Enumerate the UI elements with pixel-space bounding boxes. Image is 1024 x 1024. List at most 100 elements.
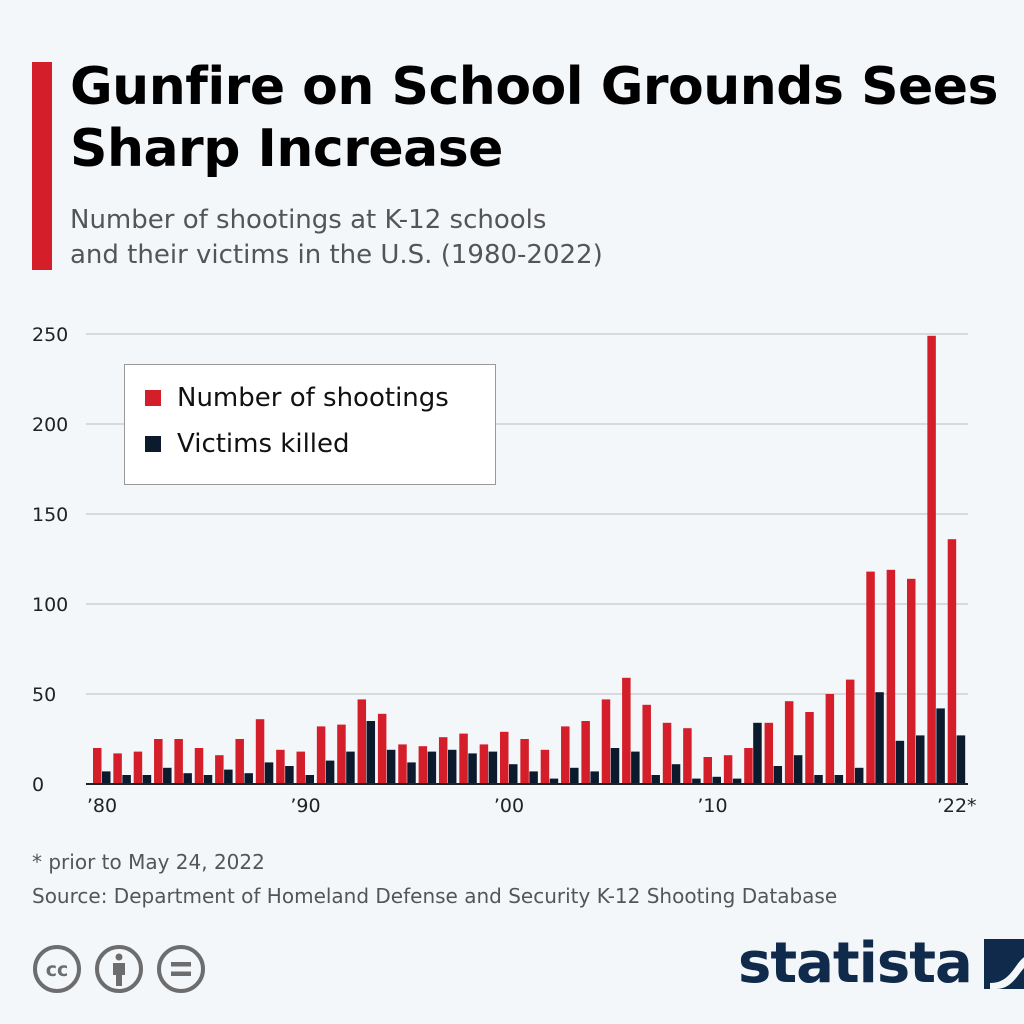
bar-shootings: [805, 712, 814, 784]
bar-shootings: [825, 694, 835, 784]
bar-shootings: [662, 722, 672, 784]
bar-shootings: [337, 724, 346, 784]
bar-killed: [793, 755, 803, 784]
bar-killed: [488, 751, 498, 784]
bar-shootings: [459, 733, 468, 784]
bar-killed: [509, 764, 518, 784]
bar-shootings: [561, 726, 570, 784]
subtitle-line-2: and their victims in the U.S. (1980-2022…: [70, 240, 603, 270]
bar-shootings: [215, 755, 224, 784]
bar-shootings: [194, 748, 204, 784]
bar-killed: [814, 775, 823, 784]
bar-killed: [244, 773, 253, 784]
attribution-icon[interactable]: [94, 944, 144, 994]
bar-killed: [956, 735, 966, 784]
footnote: * prior to May 24, 2022: [32, 850, 265, 874]
bar-killed: [916, 735, 925, 784]
bar-shootings: [235, 739, 244, 784]
bar-shootings: [907, 578, 916, 784]
bar-shootings: [479, 744, 489, 784]
y-tick-label: 150: [32, 504, 68, 526]
bar-killed: [183, 773, 192, 784]
bar-killed: [447, 749, 457, 784]
bar-killed: [163, 767, 172, 784]
y-tick-label: 100: [32, 594, 68, 616]
bar-killed: [570, 767, 579, 784]
chart-subtitle: Number of shootings at K-12 schools and …: [70, 203, 970, 273]
bar-shootings: [540, 749, 550, 784]
bar-shootings: [764, 722, 774, 784]
bar-chart: 0 50 100 150 200 250 ’80 ’90 ’00 ’10 ’22*: [32, 324, 977, 817]
source-text: Source: Department of Homeland Defense a…: [32, 884, 838, 908]
legend-swatch-shootings: [145, 390, 161, 406]
bar-killed: [224, 769, 233, 784]
subtitle-line-1: Number of shootings at K-12 schools: [70, 205, 547, 235]
legend: Number of shootings Victims killed: [124, 364, 496, 485]
bar-shootings: [133, 751, 143, 784]
bar-killed: [875, 692, 884, 784]
bar-killed: [549, 778, 559, 784]
bar-killed: [732, 778, 742, 784]
bar-killed: [264, 762, 274, 784]
bar-shootings: [357, 699, 367, 784]
x-tick-label: ’10: [697, 795, 727, 817]
svg-text:cc: cc: [46, 959, 69, 981]
bar-killed: [610, 748, 620, 784]
bar-killed: [366, 721, 376, 784]
bar-shootings: [113, 753, 122, 784]
y-tick-label: 50: [32, 684, 56, 706]
x-axis-ticks: ’80 ’90 ’00 ’10 ’22*: [87, 795, 977, 817]
bar-shootings: [683, 728, 692, 784]
bar-shootings: [927, 335, 936, 784]
bar-shootings: [276, 749, 285, 784]
y-axis-ticks: 0 50 100 150 200 250: [32, 324, 68, 796]
bar-shootings: [174, 739, 183, 784]
bar-killed: [529, 771, 538, 784]
legend-item-killed: Victims killed: [145, 429, 350, 459]
bar-shootings: [255, 719, 265, 784]
bar-shootings: [866, 571, 875, 784]
y-tick-label: 200: [32, 414, 68, 436]
bar-shootings: [845, 679, 855, 784]
bar-shootings: [93, 748, 102, 784]
bar-killed: [102, 771, 111, 784]
bar-killed: [712, 776, 721, 784]
bar-killed: [590, 771, 599, 784]
title-accent-bar: [32, 62, 52, 270]
bar-shootings: [316, 726, 326, 784]
bar-shootings: [296, 751, 305, 784]
bar-killed: [671, 764, 681, 784]
bar-killed: [854, 767, 864, 784]
x-tick-label: ’22*: [937, 795, 977, 817]
bar-killed: [631, 751, 640, 784]
bar-shootings: [703, 757, 712, 784]
bar-shootings: [784, 701, 794, 784]
statista-logo[interactable]: statista: [738, 934, 1024, 994]
bar-shootings: [601, 699, 611, 784]
bar-shootings: [886, 569, 896, 784]
bar-killed: [936, 708, 945, 784]
bar-shootings: [520, 739, 529, 784]
legend-label-shootings: Number of shootings: [177, 383, 449, 413]
bar-killed: [122, 775, 131, 784]
license-icons: cc: [32, 944, 206, 994]
bar-killed: [427, 751, 437, 784]
no-derivatives-icon[interactable]: [156, 944, 206, 994]
bar-shootings: [398, 744, 407, 784]
bar-killed: [325, 760, 335, 784]
bar-killed: [386, 749, 396, 784]
cc-icon[interactable]: cc: [32, 944, 82, 994]
bar-killed: [407, 762, 416, 784]
bar-killed: [895, 740, 905, 784]
y-tick-label: 0: [32, 774, 44, 796]
bar-killed: [651, 775, 660, 784]
bar-killed: [834, 775, 844, 784]
bar-shootings: [744, 748, 753, 784]
legend-item-shootings: Number of shootings: [145, 383, 449, 413]
bar-shootings: [154, 739, 163, 784]
chart-title: Gunfire on School Grounds Sees Sharp Inc…: [70, 57, 999, 179]
x-tick-label: ’80: [87, 795, 117, 817]
bar-shootings: [438, 737, 448, 784]
bar-killed: [142, 775, 152, 784]
bar-killed: [346, 751, 355, 784]
